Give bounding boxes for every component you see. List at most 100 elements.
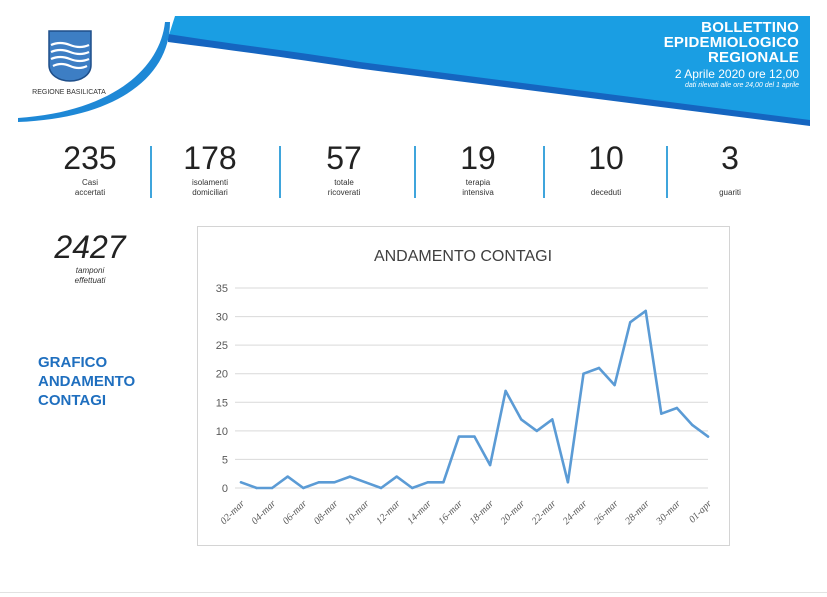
x-tick-label: 22-mar bbox=[530, 498, 559, 527]
y-tick-label: 15 bbox=[216, 397, 228, 409]
stat-divider bbox=[150, 146, 152, 198]
x-tick-label: 08-mar bbox=[312, 498, 341, 527]
data-point bbox=[442, 481, 445, 484]
stat-value: 3 bbox=[721, 140, 739, 176]
chart-side-heading: GRAFICO ANDAMENTO CONTAGI bbox=[38, 354, 136, 409]
stat-divider bbox=[543, 146, 545, 198]
bulletin-title-line: BOLLETTINO bbox=[701, 19, 799, 36]
stat-isolamenti: 178 isolamenti domiciliari bbox=[150, 138, 270, 198]
chart-title: ANDAMENTO CONTAGI bbox=[374, 248, 552, 265]
stat-label: deceduti bbox=[590, 188, 622, 197]
y-tick-label: 30 bbox=[216, 312, 228, 324]
data-point bbox=[488, 463, 492, 467]
data-point bbox=[457, 435, 461, 438]
stats-row: 235 Casi accertati 178 isolamenti domici… bbox=[30, 138, 790, 210]
data-point bbox=[270, 486, 274, 490]
tamponi-value: 2427 bbox=[54, 229, 126, 265]
header-background bbox=[18, 16, 810, 126]
bulletin-title-line: EPIDEMIOLOGICO bbox=[663, 34, 799, 51]
data-point bbox=[395, 475, 398, 478]
bulletin-date: 2 Aprile 2020 ore 12,00 bbox=[674, 67, 799, 81]
stat-value: 19 bbox=[460, 140, 496, 176]
region-shield-icon bbox=[48, 30, 92, 82]
data-point bbox=[706, 435, 710, 438]
x-tick-label: 14-mar bbox=[405, 498, 434, 527]
data-point bbox=[644, 309, 647, 313]
data-point bbox=[317, 481, 320, 484]
x-tick-label: 12-mar bbox=[374, 498, 403, 527]
x-tick-label: 10-mar bbox=[343, 498, 372, 527]
header-banner: REGIONE BASILICATA BOLLETTINO EPIDEMIOLO… bbox=[0, 0, 827, 130]
stat-label: terapia intensiva bbox=[462, 178, 494, 197]
data-point bbox=[473, 435, 476, 438]
y-tick-label: 10 bbox=[216, 426, 228, 438]
stat-value: 57 bbox=[326, 140, 362, 176]
x-tick-label: 01-apr bbox=[687, 498, 714, 525]
bottom-rule bbox=[0, 592, 827, 593]
series-line bbox=[239, 309, 710, 490]
data-point bbox=[302, 486, 305, 490]
data-point bbox=[504, 389, 507, 393]
data-point bbox=[597, 366, 601, 370]
stat-divider bbox=[414, 146, 416, 198]
stat-value: 10 bbox=[588, 140, 624, 176]
stat-label: guariti bbox=[719, 188, 741, 197]
data-point bbox=[333, 481, 336, 484]
region-name: REGIONE BASILICATA bbox=[32, 89, 106, 96]
stat-label: isolamenti domiciliari bbox=[191, 178, 228, 197]
data-point bbox=[364, 481, 367, 484]
bulletin-note: dati rilevati alle ore 24,00 del 1 april… bbox=[684, 82, 799, 89]
x-tick-label: 06-mar bbox=[281, 498, 310, 527]
x-tick-label: 18-mar bbox=[468, 498, 497, 527]
y-tick-label: 5 bbox=[222, 454, 228, 466]
stat-value: 235 bbox=[63, 140, 117, 176]
contagi-chart: ANDAMENTO CONTAGI 0 5 10 15 20 25 30 35 02-mar 0… bbox=[197, 226, 730, 546]
data-point bbox=[582, 372, 585, 375]
x-tick-label: 20-mar bbox=[499, 498, 528, 527]
x-tick-label: 04-mar bbox=[250, 498, 279, 527]
data-point bbox=[629, 321, 632, 324]
stat-ricoverati: 57 totale ricoverati bbox=[284, 138, 404, 198]
data-point bbox=[613, 383, 616, 387]
stat-casi-accertati: 235 Casi accertati bbox=[30, 138, 150, 198]
data-point bbox=[255, 486, 258, 490]
stat-terapia-intensiva: 19 terapia intensiva bbox=[418, 138, 538, 198]
y-tick-label: 35 bbox=[216, 283, 228, 295]
chart-series bbox=[239, 309, 710, 490]
x-tick-label: 02-mar bbox=[219, 498, 248, 527]
x-tick-label: 26-mar bbox=[592, 498, 621, 527]
data-point bbox=[551, 418, 554, 421]
data-point bbox=[675, 406, 679, 410]
stat-deceduti: 10 deceduti bbox=[546, 138, 666, 198]
stat-label: Casi accertati bbox=[74, 178, 106, 197]
tamponi-summary: 2427 tamponi effettuati bbox=[40, 228, 140, 286]
x-tick-label: 30-mar bbox=[654, 498, 683, 527]
data-point bbox=[379, 486, 383, 490]
data-point bbox=[520, 418, 523, 421]
tamponi-label: tamponi effettuati bbox=[74, 266, 106, 285]
bulletin-title-block: BOLLETTINO EPIDEMIOLOGICO REGIONALE 2 Ap… bbox=[664, 20, 799, 90]
stat-value: 178 bbox=[183, 140, 237, 176]
data-point bbox=[286, 475, 289, 478]
x-tick-label: 24-mar bbox=[561, 498, 590, 527]
x-tick-label: 28-mar bbox=[623, 498, 652, 527]
stat-label: totale ricoverati bbox=[327, 178, 361, 197]
y-tick-label: 20 bbox=[216, 369, 228, 381]
data-point bbox=[691, 423, 694, 427]
data-point bbox=[535, 429, 538, 433]
data-point bbox=[411, 486, 414, 490]
y-tick-label: 25 bbox=[216, 340, 228, 352]
data-point bbox=[426, 481, 429, 484]
y-tick-label: 0 bbox=[222, 483, 228, 495]
y-axis: 0 5 10 15 20 25 30 35 bbox=[216, 283, 228, 495]
stat-guariti: 3 guariti bbox=[670, 138, 790, 198]
data-point bbox=[660, 412, 663, 415]
bulletin-title-line: REGIONALE bbox=[708, 49, 799, 66]
x-tick-label: 16-mar bbox=[436, 498, 465, 527]
data-point bbox=[566, 481, 570, 484]
stat-divider bbox=[666, 146, 668, 198]
chart-gridlines bbox=[235, 287, 708, 489]
stat-divider bbox=[279, 146, 281, 198]
x-axis: 02-mar 04-mar 06-mar 08-mar 10-mar 12-mar 14-m… bbox=[219, 498, 715, 527]
